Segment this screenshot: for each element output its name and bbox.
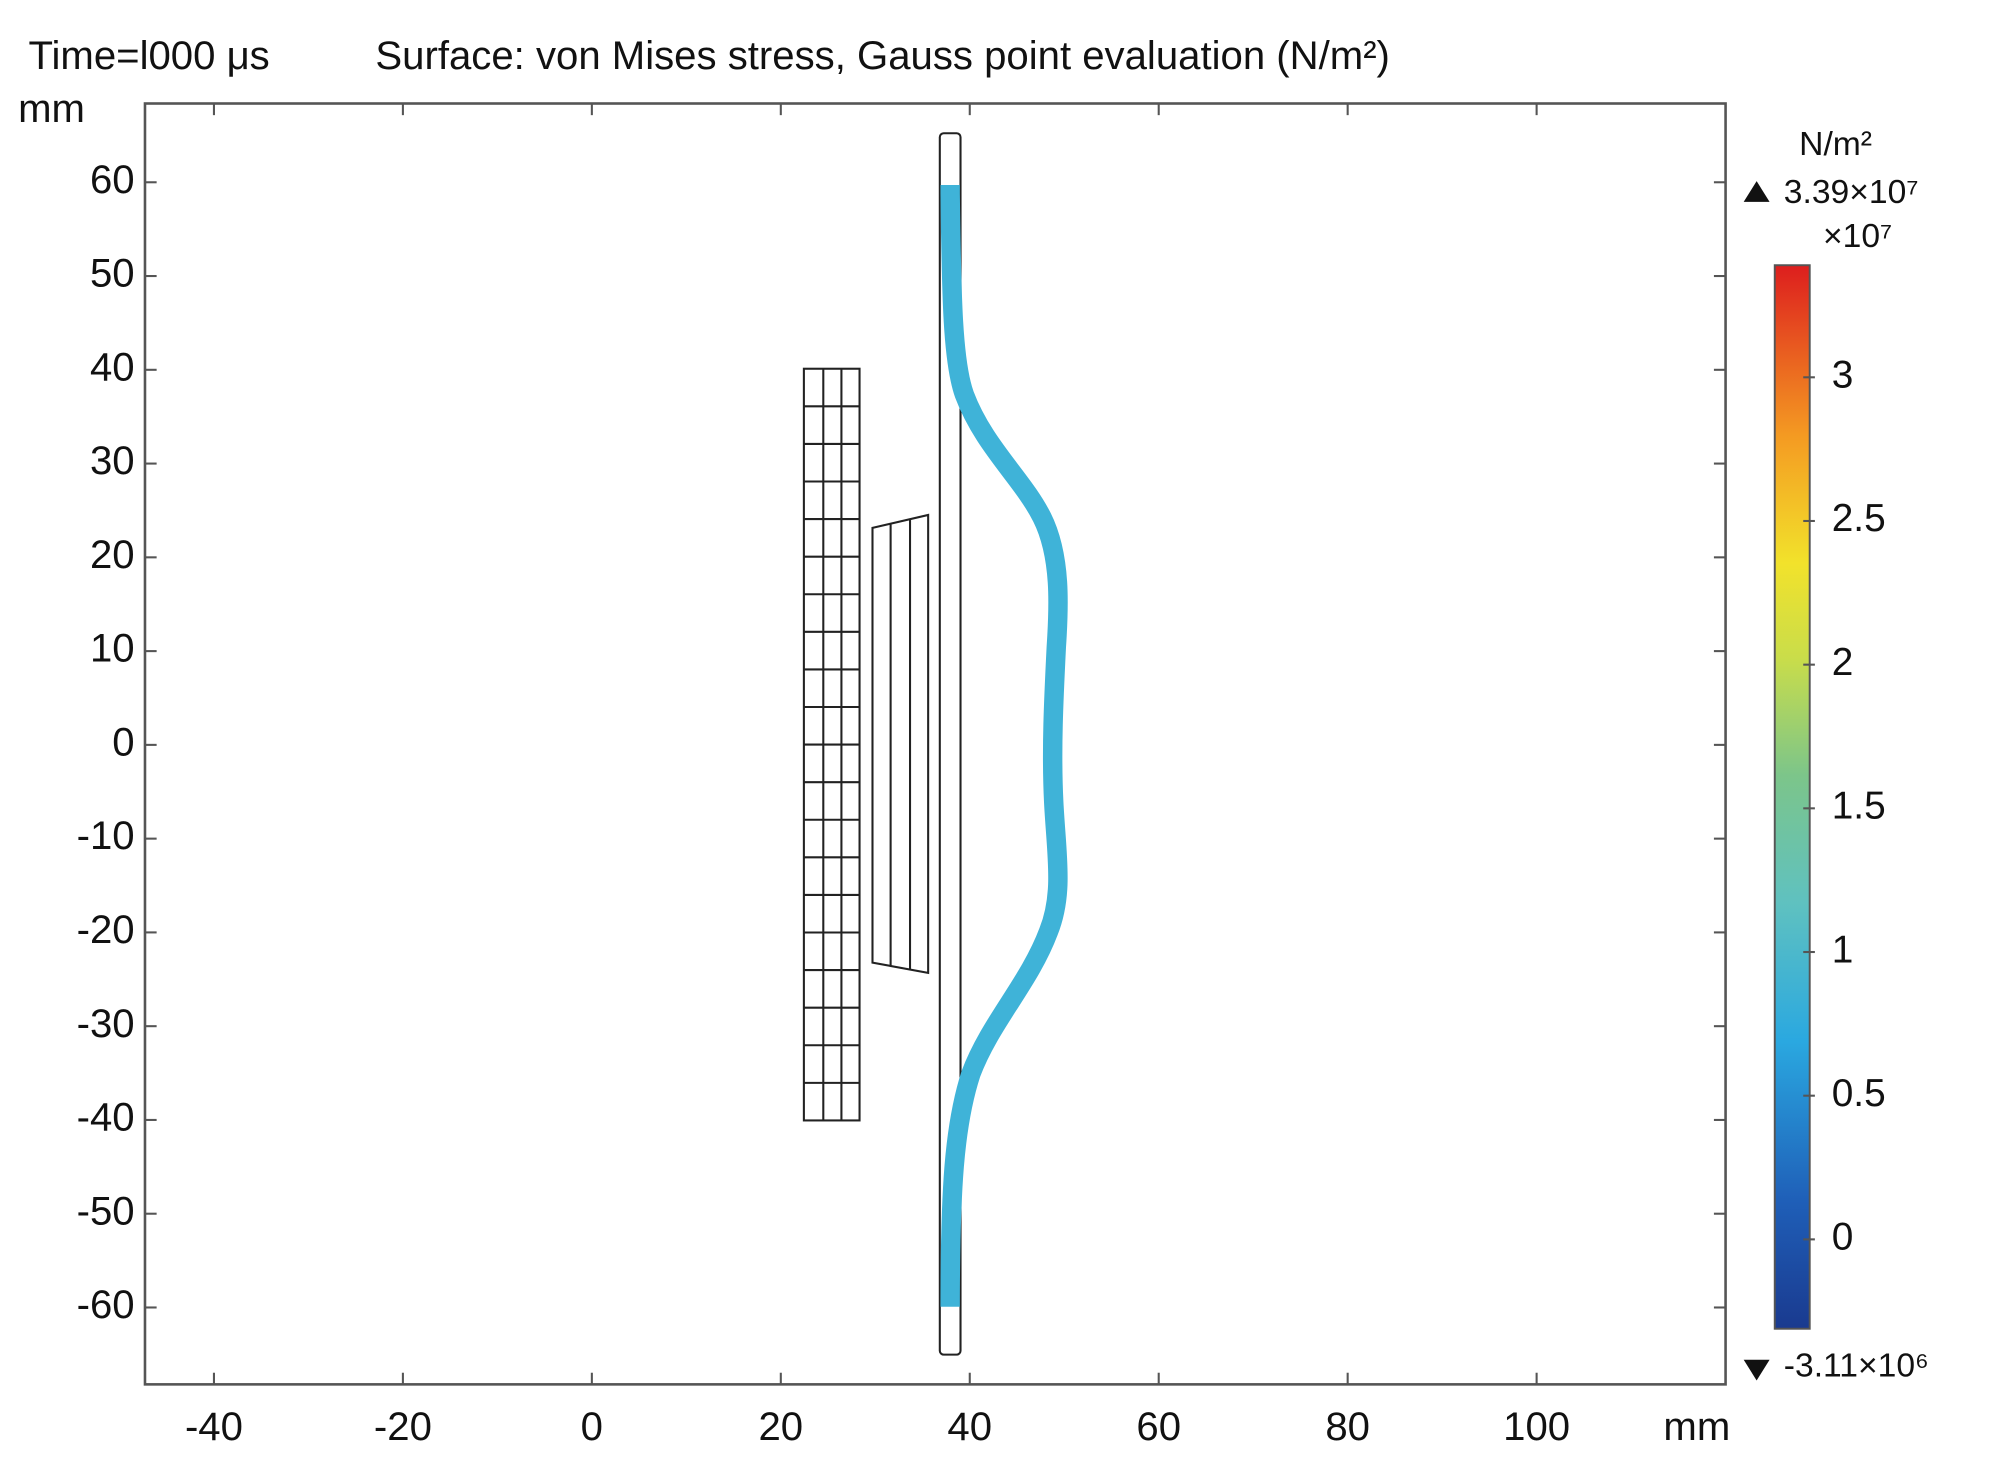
- y-tick-label: -50: [77, 1189, 135, 1233]
- colorbar-tick-label: 0.5: [1832, 1072, 1886, 1115]
- colorbar-tick-label: 0: [1832, 1216, 1854, 1259]
- coil-mesh-rows: [803, 405, 860, 1084]
- y-tick-label: -10: [77, 814, 135, 858]
- geometry: [802, 132, 1068, 1356]
- y-tick-label: -20: [77, 908, 135, 952]
- x-tick-label: 100: [1503, 1405, 1570, 1449]
- x-tick-label: 20: [758, 1405, 803, 1449]
- x-tick-label: 40: [947, 1405, 992, 1449]
- y-tick-label: 20: [90, 533, 135, 577]
- colorbar-tick-label: 1.5: [1832, 785, 1886, 828]
- max-marker: [1743, 181, 1770, 202]
- colorbar-multiplier: ×10⁷: [1823, 218, 1892, 255]
- colorbar-max: 3.39×10⁷: [1784, 174, 1919, 211]
- x-tick-label: 60: [1136, 1405, 1181, 1449]
- colorbar-unit: N/m²: [1799, 126, 1872, 163]
- x-tick-label: -40: [185, 1405, 243, 1449]
- colorbar-min: -3.11×10⁶: [1784, 1347, 1929, 1384]
- y-tick-label: 40: [90, 345, 135, 389]
- x-tick-label: 80: [1325, 1405, 1370, 1449]
- x-tick-label: 0: [581, 1405, 603, 1449]
- colorbar: [1773, 264, 1811, 1330]
- chart-title: Surface: von Mises stress, Gauss point e…: [375, 34, 1390, 78]
- time-label: Time=l000 μs: [28, 34, 269, 78]
- y-tick-label: -60: [77, 1283, 135, 1327]
- colorbar-tick-label: 2: [1832, 641, 1854, 684]
- y-tick-label: 0: [112, 720, 134, 764]
- x-axis-label: mm: [1663, 1405, 1730, 1449]
- y-tick-label: 60: [90, 158, 135, 202]
- y-axis-label: mm: [18, 87, 85, 131]
- y-tick-label: 10: [90, 627, 135, 671]
- y-tick-label: -30: [77, 1002, 135, 1046]
- colorbar-tick-label: 1: [1832, 928, 1854, 971]
- field-shaper: [871, 513, 930, 975]
- y-tick-label: 30: [90, 439, 135, 483]
- deformed-tube: [940, 185, 1068, 1307]
- colorbar-tick-label: 2.5: [1832, 497, 1886, 540]
- y-tick-label: -40: [77, 1096, 135, 1140]
- y-tick-label: 50: [90, 252, 135, 296]
- x-tick-label: -20: [374, 1405, 432, 1449]
- plot-frame: [143, 102, 1727, 1386]
- plate-outline: [938, 132, 962, 1356]
- colorbar-tick-label: 3: [1832, 354, 1854, 397]
- min-marker: [1743, 1359, 1770, 1381]
